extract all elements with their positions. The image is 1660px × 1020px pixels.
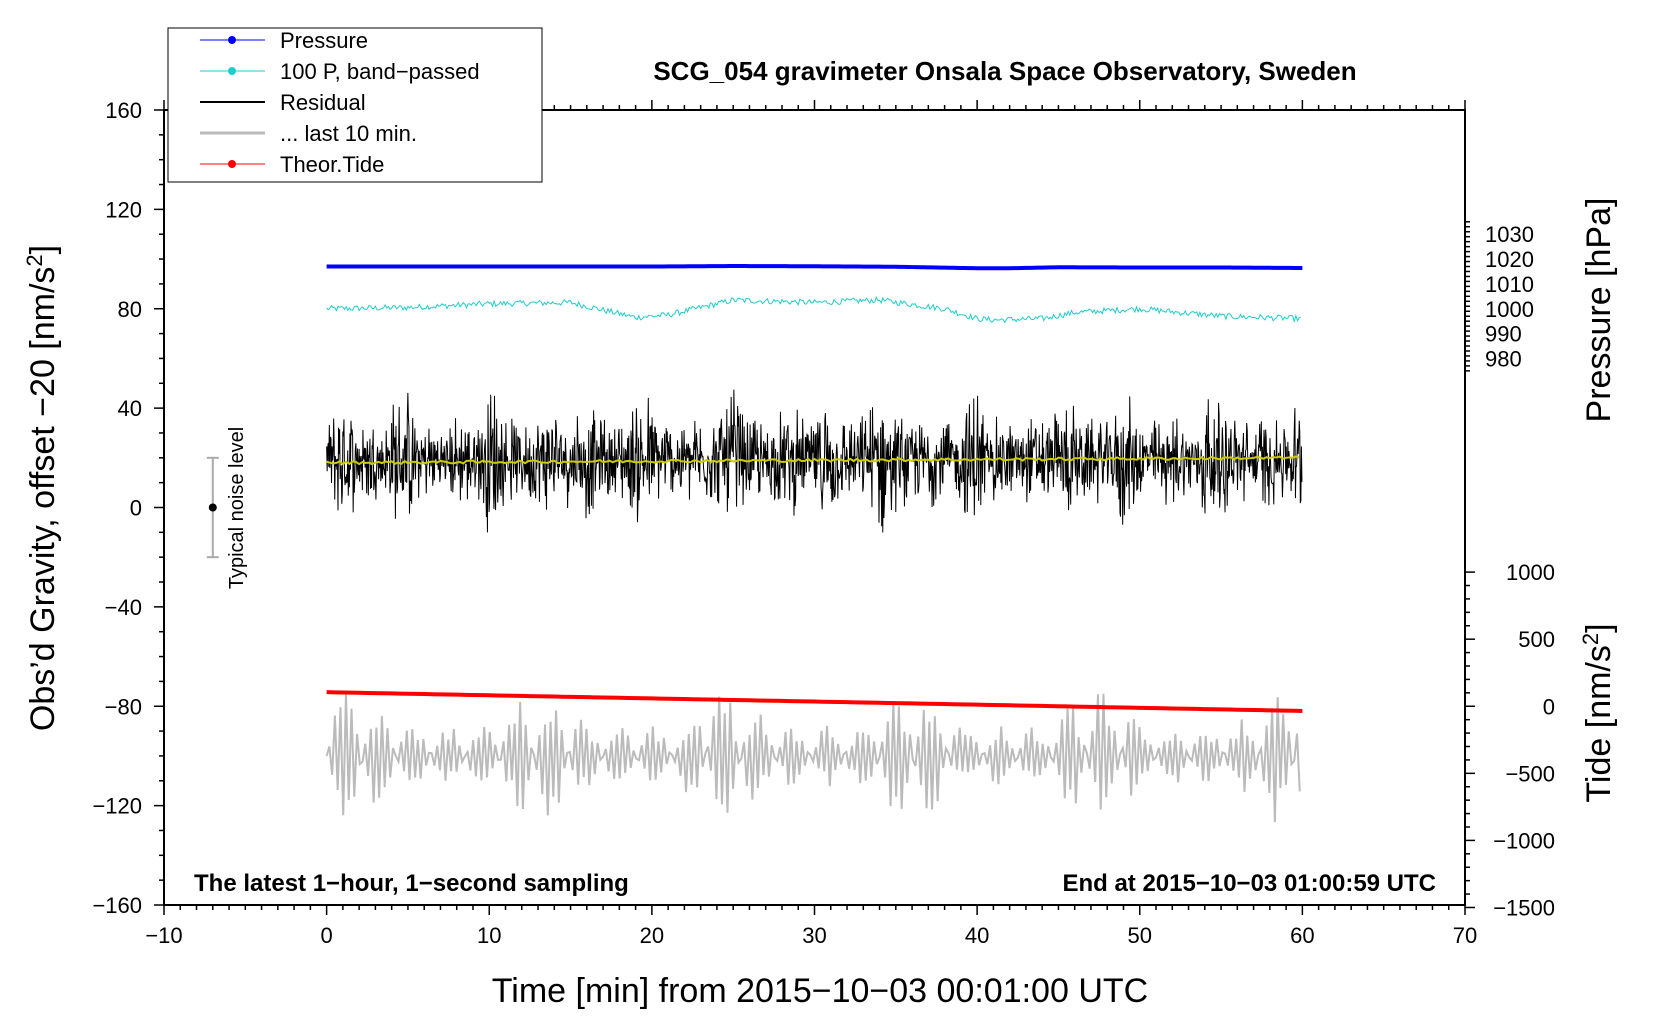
theoretical-tide-line [326, 690, 1303, 713]
y-axis-tide-title: Tide [nm/s2] [1578, 623, 1618, 802]
tide-tick-label: 500 [1518, 627, 1555, 652]
y-left-tick-label: 40 [118, 396, 142, 421]
y-axis-left-title: Obs’d Gravity, offset −20 [nm/s2] [22, 245, 62, 731]
y-left-tick-label: −40 [105, 595, 142, 620]
series-layer [325, 264, 1303, 823]
tide-tick-label: −1500 [1493, 895, 1555, 920]
pressure-series-line [326, 264, 1303, 271]
legend-swatch-marker [228, 67, 236, 75]
x-tick-label: 30 [802, 923, 826, 948]
tide-tick-label: 1000 [1506, 560, 1555, 585]
chart-title: SCG_054 gravimeter Onsala Space Observat… [653, 56, 1356, 86]
residual-series-line [326, 389, 1303, 533]
annotation-sampling: The latest 1−hour, 1−second sampling [194, 870, 629, 897]
legend: Pressure 100 P, band−passed Residual ... la… [167, 27, 543, 183]
pressure-tick-label: 1000 [1485, 297, 1534, 322]
noise-bar-group [206, 456, 219, 559]
band-passed-pressure-line [326, 295, 1301, 324]
pressure-tick-label: 990 [1485, 322, 1522, 347]
legend-label: Theor.Tide [280, 152, 384, 177]
last-10-min-line [325, 693, 1301, 823]
x-tick-label: 60 [1290, 923, 1314, 948]
annotation-end-time: End at 2015−10−03 01:00:59 UTC [1062, 870, 1436, 897]
y-left-tick-label: −120 [92, 794, 142, 819]
x-tick-label: 40 [965, 923, 989, 948]
y-axis-pressure-title: Pressure [hPa] [1580, 198, 1618, 423]
pressure-tick-label: 1020 [1485, 247, 1534, 272]
noise-level-label: Typical noise level [226, 427, 248, 589]
pressure-tick-label: 980 [1485, 346, 1522, 371]
legend-label: 100 P, band−passed [280, 59, 480, 84]
x-tick-label: 50 [1128, 923, 1152, 948]
x-tick-label: 0 [321, 923, 333, 948]
x-tick-label: 10 [477, 923, 501, 948]
y-left-tick-label: 0 [130, 496, 142, 521]
x-axis-title: Time [min] from 2015−10−03 00:01:00 UTC [492, 972, 1148, 1010]
legend-swatch-marker [228, 36, 236, 44]
legend-box [167, 27, 543, 183]
pressure-tick-label: 1010 [1485, 272, 1534, 297]
y-left-tick-label: 120 [105, 197, 142, 222]
legend-swatch-marker [228, 160, 236, 168]
residual-smoothed-line [326, 455, 1300, 466]
x-tick-label: −10 [145, 923, 182, 948]
y-left-tick-label: 80 [118, 297, 142, 322]
y-left-tick-label: 160 [105, 98, 142, 123]
legend-label: ... last 10 min. [280, 121, 417, 146]
x-tick-label: 20 [640, 923, 664, 948]
pressure-tick-label: 1030 [1485, 222, 1534, 247]
tide-tick-label: −500 [1505, 761, 1555, 786]
noise-bar-center-dot [208, 503, 217, 512]
x-tick-label: 70 [1453, 923, 1477, 948]
legend-label: Pressure [280, 28, 368, 53]
tide-tick-label: −1000 [1493, 828, 1555, 853]
y-left-tick-label: −80 [105, 694, 142, 719]
tide-tick-label: 0 [1543, 694, 1555, 719]
legend-label: Residual [280, 90, 366, 115]
axes-layer: −10 0 10 20 30 40 50 60 7016012080400−40−80−120−… [92, 98, 1555, 948]
y-left-tick-label: −160 [92, 893, 142, 918]
